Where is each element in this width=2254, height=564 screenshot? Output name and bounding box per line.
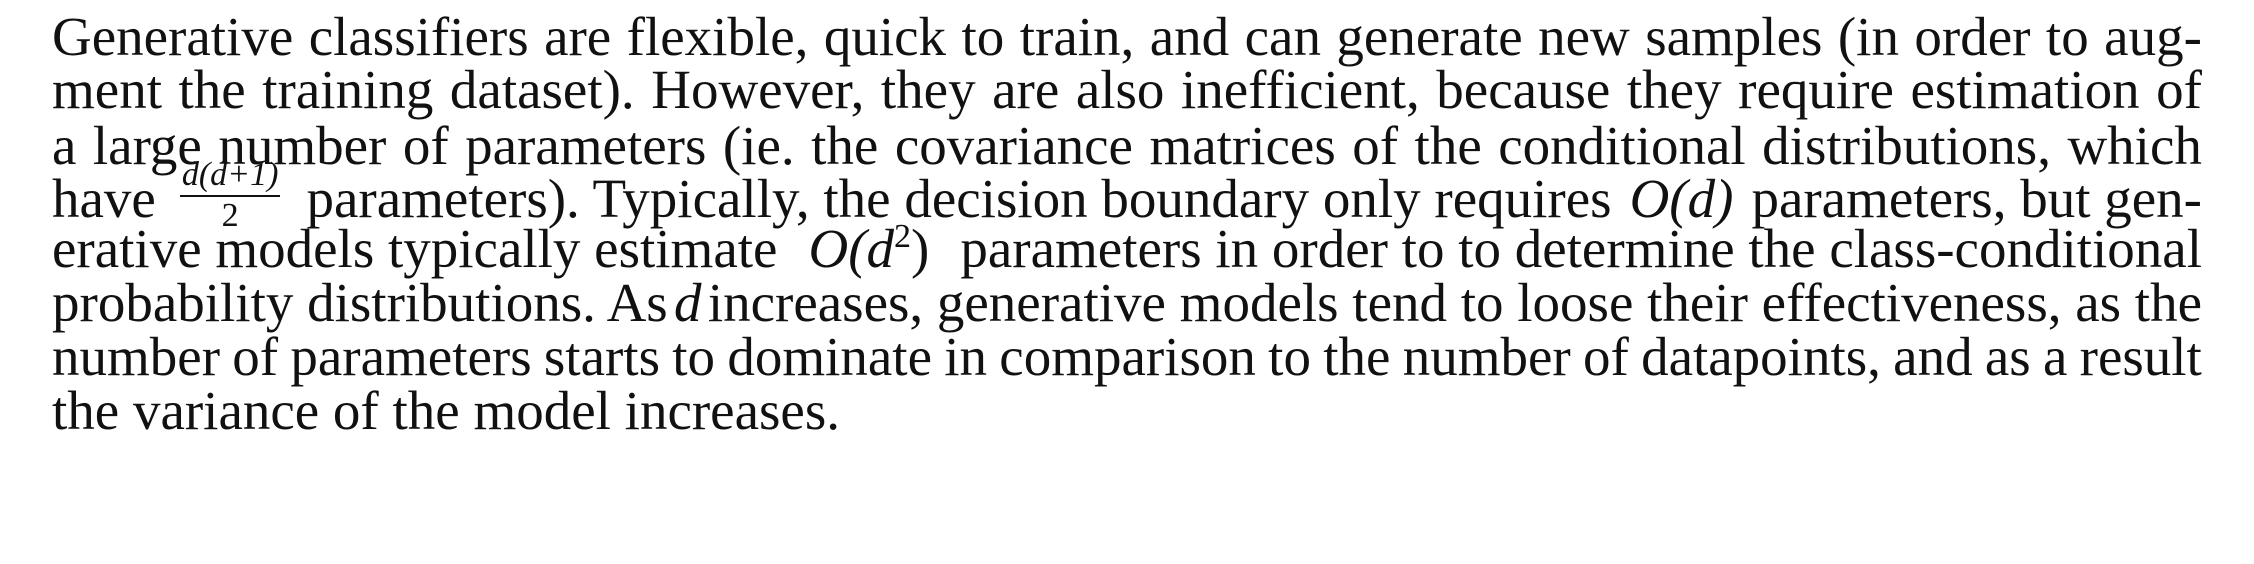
line6-lead-text: probability distributions. As bbox=[52, 272, 668, 333]
word: which bbox=[2067, 115, 2202, 176]
line6-tail-text: increases, generative models tend to loo… bbox=[707, 272, 2202, 333]
word: Generative bbox=[52, 6, 294, 67]
word: new bbox=[1538, 6, 1630, 67]
fraction-denominator: 2 bbox=[221, 197, 239, 234]
word: inefficient, bbox=[1180, 59, 1420, 120]
word: aug- bbox=[2104, 6, 2202, 67]
word: dominate bbox=[727, 326, 932, 387]
word: they bbox=[1626, 59, 1722, 120]
word: (in bbox=[1837, 6, 1899, 67]
word: of bbox=[402, 115, 449, 176]
line5-lead-text: erative models typically estimate bbox=[52, 218, 778, 279]
line5-tail-text: parameters in order to to determine the … bbox=[960, 218, 2202, 279]
big-o-d-notation: O(d) bbox=[1629, 168, 1734, 229]
fraction-d-d-plus-1-over-2: d(d+1) 2 bbox=[179, 158, 281, 233]
word: parameters bbox=[465, 115, 707, 176]
text-line-6: probability distributions. As d increase… bbox=[52, 268, 2202, 338]
word: flexible, bbox=[626, 6, 809, 67]
word: training bbox=[262, 59, 434, 120]
word: of bbox=[1582, 326, 1629, 387]
word: ment bbox=[52, 59, 162, 120]
word: and bbox=[1893, 326, 1973, 387]
text-line-5: erative models typically estimate O(d2) … bbox=[52, 214, 2202, 284]
word: number bbox=[1402, 326, 1571, 387]
word: to bbox=[961, 6, 1005, 67]
line4-tail-text: parameters, but gen- bbox=[1751, 168, 2202, 229]
word: starts bbox=[543, 326, 660, 387]
word: datapoints, bbox=[1641, 326, 1881, 387]
word: quick bbox=[823, 6, 947, 67]
word: (ie. bbox=[722, 115, 795, 176]
power-exponent: 2 bbox=[894, 218, 912, 255]
text-line-8: the variance of the model increases. bbox=[52, 380, 840, 441]
word: to bbox=[672, 326, 716, 387]
word: a bbox=[52, 115, 77, 176]
word: covariance bbox=[894, 115, 1133, 176]
word: However, bbox=[651, 59, 865, 120]
word: matrices bbox=[1149, 115, 1336, 176]
word: train, bbox=[1019, 6, 1135, 67]
word: the bbox=[178, 59, 246, 120]
word: distributions, bbox=[1762, 115, 2051, 176]
word: in bbox=[944, 326, 988, 387]
word: are bbox=[992, 59, 1060, 120]
big-o-d-base: O(d bbox=[808, 218, 895, 279]
text-line-1: Generative classifiers are flexible, quick to… bbox=[52, 2, 2202, 72]
word: of bbox=[232, 326, 279, 387]
text-line-3: a large number of parameters (ie. the covarianc… bbox=[52, 111, 2202, 181]
word: dataset). bbox=[449, 59, 635, 120]
line4-word-have: have bbox=[52, 168, 156, 229]
word: the bbox=[1414, 115, 1482, 176]
word: comparison bbox=[999, 326, 1256, 387]
word: to bbox=[2045, 6, 2089, 67]
word: number bbox=[218, 115, 387, 176]
word: of bbox=[1352, 115, 1399, 176]
line4-middle-text: parameters). Typically, the decision bou… bbox=[306, 168, 1612, 229]
word: they bbox=[880, 59, 976, 120]
big-o-d-squared-notation: O(d2) bbox=[808, 214, 929, 284]
word: to bbox=[1268, 326, 1311, 387]
word: can bbox=[1244, 6, 1321, 67]
word: result bbox=[2079, 326, 2202, 387]
word: number bbox=[52, 326, 221, 387]
word: because bbox=[1436, 59, 1611, 120]
word: a bbox=[2042, 326, 2068, 387]
word: the bbox=[811, 115, 879, 176]
word: also bbox=[1075, 59, 1165, 120]
word: large bbox=[92, 115, 202, 176]
word: order bbox=[1914, 6, 2031, 67]
text-line-4: have d(d+1) 2 parameters). Typically, th… bbox=[52, 158, 2202, 234]
fraction-numerator: d(d+1) bbox=[179, 158, 281, 197]
word: conditional bbox=[1498, 115, 1746, 176]
word: generate bbox=[1336, 6, 1523, 67]
big-o-close-paren: ) bbox=[911, 218, 930, 279]
word: samples bbox=[1645, 6, 1823, 67]
variable-d: d bbox=[674, 272, 702, 333]
text-line-2: ment the training dataset). However, they are a… bbox=[52, 55, 2202, 125]
word: the bbox=[1323, 326, 1391, 387]
word: classifiers bbox=[308, 6, 529, 67]
word: as bbox=[1984, 326, 2031, 387]
word: of bbox=[2156, 59, 2202, 120]
word: parameters bbox=[290, 326, 532, 387]
text-line-7: number of parameters starts to dominate in comp… bbox=[52, 322, 2202, 392]
word: estimation bbox=[1910, 59, 2140, 120]
word: and bbox=[1149, 6, 1230, 67]
word: require bbox=[1738, 59, 1894, 120]
word: are bbox=[544, 6, 612, 67]
